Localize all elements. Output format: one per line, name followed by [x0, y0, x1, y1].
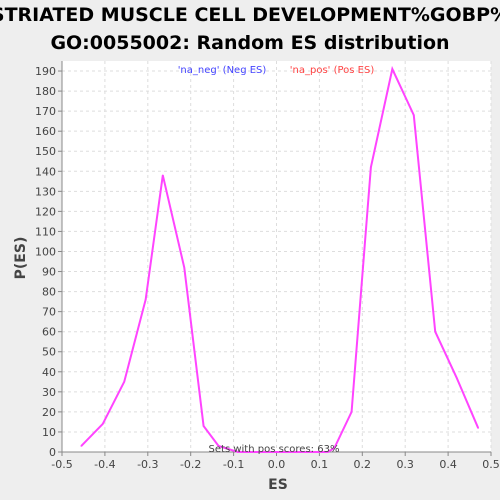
data-point	[237, 451, 239, 453]
y-tick-label: 120	[35, 205, 56, 218]
data-point	[144, 298, 147, 301]
y-tick-label: 140	[35, 165, 56, 178]
y-tick-label: 190	[35, 65, 56, 78]
x-tick-label: 0.2	[354, 458, 372, 471]
x-tick-label: -0.5	[51, 458, 72, 471]
series-line	[80, 65, 480, 453]
y-tick-label: 60	[42, 326, 56, 339]
data-point	[477, 427, 479, 429]
x-tick-label: 0.5	[482, 458, 500, 471]
legend-item-neg: 'na_neg' (Neg ES)	[178, 65, 267, 76]
x-tick-label: -0.3	[137, 458, 158, 471]
y-tick-label: 10	[42, 426, 56, 439]
data-point	[434, 330, 437, 333]
series-layer	[80, 65, 480, 453]
y-tick-label: 0	[49, 446, 56, 459]
chart-subtitle: GO:0055002: Random ES distribution	[50, 32, 449, 54]
y-tick-label: 90	[42, 266, 56, 279]
data-point	[370, 166, 372, 169]
x-tick-label: 0.4	[439, 458, 457, 471]
y-tick-label: 70	[42, 306, 56, 319]
y-tick-label: 160	[35, 125, 56, 138]
y-tick-label: 50	[42, 346, 56, 359]
data-point	[217, 445, 220, 447]
x-tick-label: -0.1	[223, 458, 244, 471]
data-point	[183, 266, 186, 269]
x-tick-label: -0.4	[94, 458, 115, 471]
data-point	[333, 447, 336, 449]
x-tick-label: 0.1	[311, 458, 329, 471]
y-tick-label: 170	[35, 105, 56, 118]
data-point	[80, 445, 83, 447]
x-tick-label: 0.0	[268, 458, 286, 471]
x-tick-label: -0.2	[180, 458, 201, 471]
y-tick-label: 180	[35, 85, 56, 98]
y-tick-label: 20	[42, 406, 56, 419]
data-point	[101, 423, 104, 425]
y-tick-label: 30	[42, 386, 56, 399]
y-tick-label: 110	[35, 225, 56, 238]
axes: -0.5 -0.4 -0.3 -0.2 -0.1 0.0 0.1 0.2 0.3 0.4 0.5 0 1…	[35, 61, 500, 471]
data-point	[350, 411, 353, 413]
y-tick-label: 100	[35, 245, 56, 258]
legend-item-pos: 'na_pos' (Pos ES)	[290, 65, 375, 76]
data-point	[202, 425, 205, 427]
y-tick-label: 130	[35, 185, 56, 198]
y-axis-label: P(ES)	[13, 237, 29, 280]
y-tick-label: 80	[42, 286, 56, 299]
chart-title: STRIATED MUSCLE CELL DEVELOPMENT%GOBP%	[0, 4, 500, 26]
data-point	[412, 114, 415, 116]
data-point	[162, 174, 164, 177]
data-point	[455, 377, 458, 379]
data-point	[123, 381, 126, 383]
y-tick-label: 40	[42, 366, 56, 379]
annotation-pos-scores: Sets with pos scores: 63%	[209, 444, 340, 455]
x-axis-label: ES	[268, 477, 288, 493]
data-point	[327, 451, 329, 453]
data-point	[391, 68, 394, 70]
x-tick-label: 0.3	[396, 458, 414, 471]
y-tick-label: 150	[35, 145, 56, 158]
